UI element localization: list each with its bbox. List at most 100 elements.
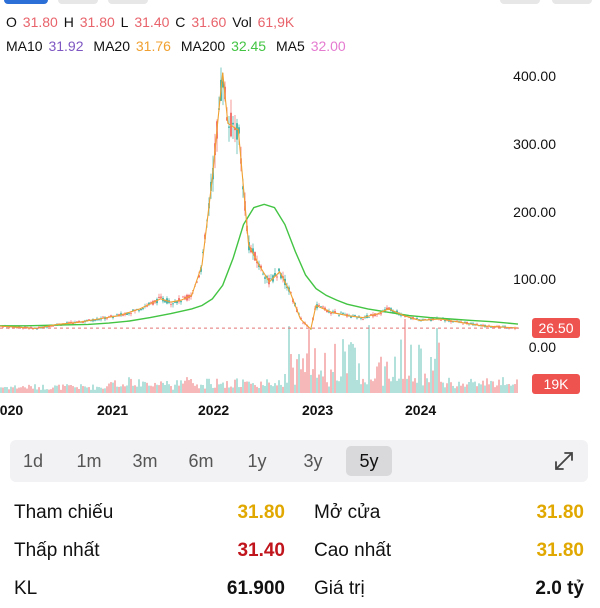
volume-bar: [138, 379, 140, 393]
volume-bar: [176, 380, 178, 393]
volume-bars: [0, 318, 518, 393]
low-value: 31.40: [134, 14, 170, 30]
tab-indicator[interactable]: [108, 0, 148, 4]
volume-bar: [506, 384, 508, 393]
volume-bar: [190, 379, 192, 393]
volume-bar: [380, 356, 382, 393]
ma20-label: MA20: [93, 38, 130, 54]
range-6m-button[interactable]: 6m: [188, 451, 214, 471]
volume-bar: [236, 378, 238, 393]
volume-bar: [174, 384, 176, 393]
x-tick-2021: 2021: [97, 402, 129, 418]
range-1d-button[interactable]: 1d: [22, 451, 44, 471]
volume-bar: [252, 383, 254, 393]
volume-bar: [298, 354, 300, 393]
high-price-value: 31.80: [536, 540, 584, 561]
volume-bar: [314, 348, 316, 393]
volume-bar: [198, 388, 200, 393]
price-chart[interactable]: [0, 60, 600, 400]
volume-bar: [172, 389, 174, 393]
volume-bar: [24, 387, 26, 393]
volume-bar: [398, 378, 400, 393]
tab-indicator[interactable]: [552, 0, 592, 4]
candle-body: [270, 278, 272, 280]
volume-bar: [152, 386, 154, 393]
candle-body: [130, 313, 132, 314]
range-1m-button[interactable]: 1m: [76, 451, 102, 471]
candle-body: [98, 319, 100, 321]
volume-bar: [468, 382, 470, 393]
volume-bar: [28, 384, 30, 393]
open-label: O: [6, 14, 17, 30]
volume-bar: [142, 381, 144, 393]
volume-bar: [474, 381, 476, 393]
volume-bar: [316, 377, 318, 393]
tab-indicator[interactable]: [500, 0, 540, 4]
volume-bar: [48, 389, 50, 393]
range-5y-button[interactable]: 5y: [346, 446, 392, 476]
reference-label: Tham chiếu: [14, 502, 114, 523]
volume-bar: [356, 380, 358, 393]
volume-bar: [350, 342, 352, 393]
candle-body: [322, 306, 324, 308]
volume-bar: [424, 373, 426, 393]
volume-bar: [72, 386, 74, 393]
candle-body: [320, 306, 322, 308]
candle-body: [122, 314, 124, 316]
volume-bar: [460, 385, 462, 393]
volume-bar: [86, 387, 88, 393]
ma5-value: 32.00: [310, 38, 346, 54]
value-stat-label: Giá trị: [314, 578, 365, 599]
volume-bar: [40, 389, 42, 393]
volume-bar: [222, 382, 224, 393]
volume-bar: [488, 384, 490, 393]
ma200-label: MA200: [180, 38, 226, 54]
volume-bar: [338, 381, 340, 393]
volume-bar: [428, 382, 430, 393]
volume-bar: [282, 386, 284, 393]
volume-bar: [6, 387, 8, 393]
candle-body: [182, 296, 184, 298]
volume-bar: [264, 385, 266, 393]
volume-bar: [416, 382, 418, 393]
volume-bar: [160, 381, 162, 393]
volume-bar: [212, 387, 214, 393]
volume-bar: [158, 385, 160, 393]
candle-body: [138, 310, 140, 312]
candle-body: [76, 321, 78, 322]
tab-indicator[interactable]: [58, 0, 98, 4]
range-3y-button[interactable]: 3y: [303, 451, 323, 471]
volume-bar: [324, 352, 326, 393]
volume-bar: [310, 374, 312, 393]
candle-body: [158, 296, 160, 298]
volume-bar: [418, 344, 420, 393]
volume-bar: [64, 386, 66, 393]
volume-bar: [368, 325, 370, 393]
expand-icon[interactable]: [552, 449, 576, 473]
volume-bar: [144, 381, 146, 393]
low-label: L: [120, 14, 129, 30]
volume-bar: [70, 385, 72, 393]
volume-bar: [464, 386, 466, 393]
y-tick-0: 0.00: [528, 339, 556, 355]
volume-bar: [182, 383, 184, 393]
range-3m-button[interactable]: 3m: [132, 451, 158, 471]
candle-body: [504, 326, 506, 328]
volume-bar: [308, 329, 310, 393]
active-tab-indicator[interactable]: [4, 0, 48, 4]
reference-value: 31.80: [237, 502, 285, 523]
volume-bar: [258, 387, 260, 393]
range-1y-button[interactable]: 1y: [247, 451, 267, 471]
volume-bar: [476, 386, 478, 393]
ma10-label: MA10: [6, 38, 43, 54]
candle-body: [492, 327, 494, 328]
volume-bar: [12, 387, 14, 393]
volume-bar: [410, 344, 412, 393]
volume-bar: [388, 378, 390, 393]
volume-bar: [406, 378, 408, 393]
top-tab-strip: [0, 0, 600, 6]
volume-bar: [340, 376, 342, 393]
volume-bar: [276, 385, 278, 393]
volume-bar: [330, 369, 332, 393]
candle-body: [22, 328, 24, 330]
